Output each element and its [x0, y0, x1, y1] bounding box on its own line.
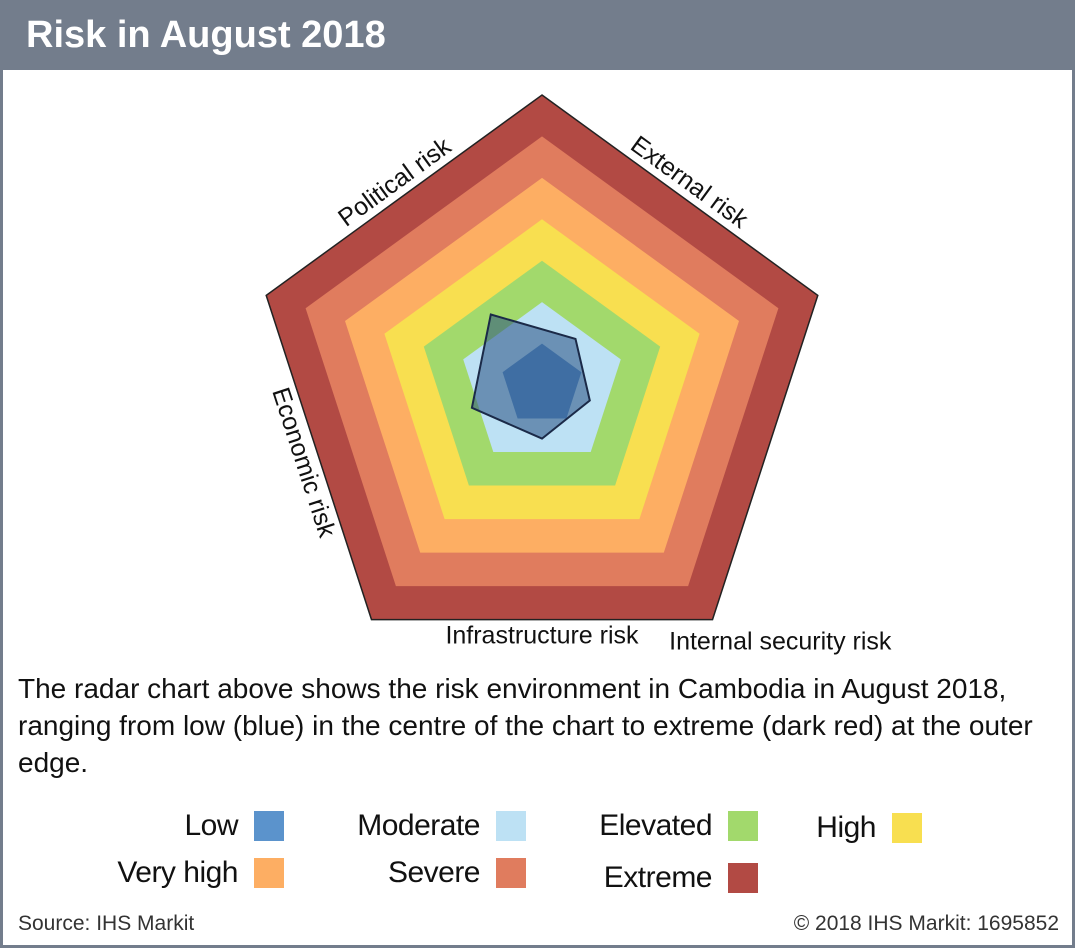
legend-swatch: [254, 858, 284, 888]
source-note: Source: IHS Markit: [18, 912, 195, 935]
legend-item-elevated: Elevated: [580, 809, 758, 843]
legend-swatch: [254, 811, 284, 841]
risk-series: [470, 313, 591, 440]
axis-label-internal-security-risk: Internal security risk: [669, 628, 892, 656]
legend-item-severe: Severe: [370, 856, 526, 890]
legend-swatch: [496, 811, 526, 841]
legend-item-moderate: Moderate: [330, 809, 526, 843]
legend-item-high: High: [790, 811, 922, 845]
legend-swatch: [496, 858, 526, 888]
header-bar: Risk in August 2018: [0, 0, 1075, 70]
legend-label: Elevated: [599, 809, 712, 842]
chart-description: The radar chart above shows the risk env…: [18, 673, 1033, 778]
axis-label-infrastructure-risk: Infrastructure risk: [445, 622, 639, 650]
legend-item-very-high: Very high: [100, 856, 284, 890]
series-polygon: [470, 313, 591, 440]
legend-label: Low: [184, 809, 238, 842]
legend-item-extreme: Extreme: [585, 861, 758, 895]
copyright-note: © 2018 IHS Markit: 1695852: [793, 912, 1059, 935]
legend-swatch: [728, 863, 758, 893]
legend-label: Severe: [387, 856, 481, 889]
legend-item-low: Low: [160, 809, 284, 843]
legend-label: Very high: [117, 856, 238, 889]
page-title: Risk in August 2018: [26, 14, 386, 56]
legend-label: Extreme: [603, 861, 713, 894]
legend-swatch: [728, 811, 758, 841]
legend-label: Moderate: [357, 809, 480, 842]
legend-label: High: [816, 811, 876, 844]
legend-swatch: [892, 813, 922, 843]
